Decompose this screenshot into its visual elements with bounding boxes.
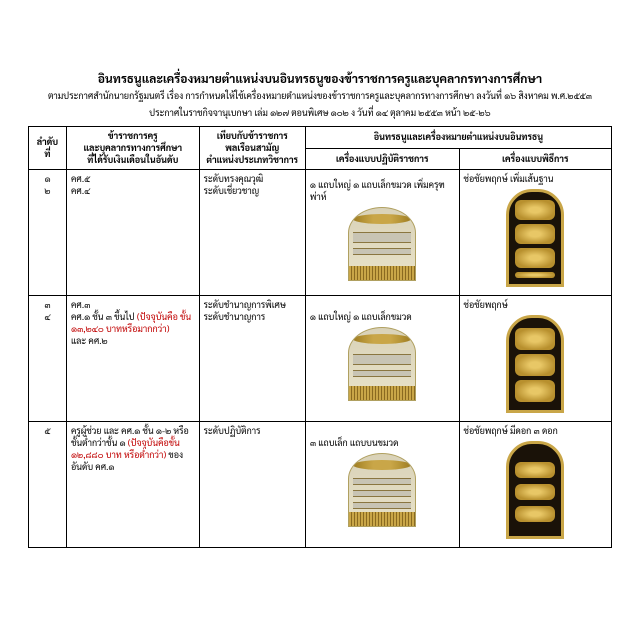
- shoulder-board-image: [348, 327, 416, 401]
- row-number: ๕: [29, 422, 67, 548]
- teacher-rank-cell: ครูผู้ช่วย และ คศ.๑ ชั้น ๑-๒ หรือชั้นต่ำ…: [66, 422, 199, 548]
- civil-rank-cell: ระดับชำนาญการพิเศษระดับชำนาญการ: [199, 296, 305, 422]
- ceremonial-board-image: [506, 441, 564, 539]
- ceremonial-uniform-cell: ช่อชัยพฤกษ์ มีดอก ๓ ดอก: [459, 422, 612, 548]
- service-uniform-cell: ๑ แถบใหญ่ ๑ แถบเล็กขมวด เพิ่มครุฑพ่าห์: [305, 170, 459, 296]
- page-title: อินทรธนูและเครื่องหมายตำแหน่งบนอินทรธนูข…: [28, 70, 612, 86]
- th-num: ลำดับที่: [29, 127, 67, 170]
- ceremonial-uniform-cell: ช่อชัยพฤกษ์: [459, 296, 612, 422]
- civil-rank-cell: ระดับทรงคุณวุฒิระดับเชี่ยวชาญ: [199, 170, 305, 296]
- subtitle-1: ตามประกาศสำนักนายกรัฐมนตรี เรื่อง การกำห…: [28, 90, 612, 104]
- teacher-rank-cell: คศ.๓คศ.๑ ชั้น ๓ ขึ้นไป (ปัจจุบันคือ ขั้น…: [66, 296, 199, 422]
- ceremonial-uniform-cell: ช่อชัยพฤกษ์ เพิ่มเส้นฐาน: [459, 170, 612, 296]
- th-main: อินทรธนูและเครื่องหมายตำแหน่งบนอินทรธนู: [305, 127, 611, 149]
- shoulder-board-image: [348, 453, 416, 527]
- ceremonial-board-image: [506, 189, 564, 287]
- ceremonial-board-image: [506, 315, 564, 413]
- service-uniform-cell: ๑ แถบใหญ่ ๑ แถบเล็กขมวด: [305, 296, 459, 422]
- teacher-rank-cell: คศ.๕คศ.๔: [66, 170, 199, 296]
- civil-rank-cell: ระดับปฏิบัติการ: [199, 422, 305, 548]
- th-b: เทียบกับข้าราชการพลเรือนสามัญตำแหน่งประเ…: [199, 127, 305, 170]
- insignia-table: ลำดับที่ ข้าราชการครูและบุคลากรทางการศึก…: [28, 126, 612, 548]
- row-number: ๑๒: [29, 170, 67, 296]
- th-d: เครื่องแบบพิธีการ: [459, 148, 612, 170]
- th-c: เครื่องแบบปฏิบัติราชการ: [305, 148, 459, 170]
- shoulder-board-image: [348, 207, 416, 281]
- service-uniform-cell: ๓ แถบเล็ก แถบบนขมวด: [305, 422, 459, 548]
- row-number: ๓๔: [29, 296, 67, 422]
- th-a: ข้าราชการครูและบุคลากรทางการศึกษาที่ได้ร…: [66, 127, 199, 170]
- subtitle-2: ประกาศในราชกิจจานุเบกษา เล่ม ๑๒๗ ตอนพิเศ…: [28, 107, 612, 121]
